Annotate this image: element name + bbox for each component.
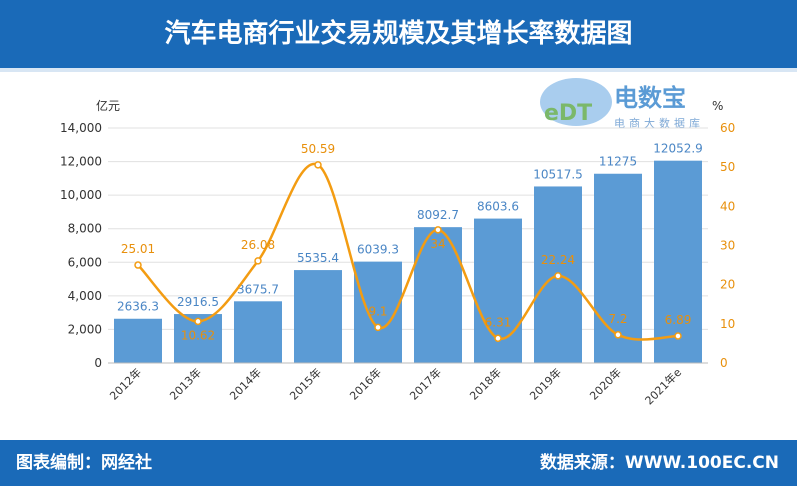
svg-text:电商大数据库: 电商大数据库	[614, 116, 704, 130]
y2-tick-label: 20	[720, 278, 735, 292]
bar-label: 3675.7	[237, 282, 279, 296]
line-label: 9.1	[368, 304, 387, 318]
y-tick-label: 6,000	[68, 255, 102, 269]
line-point	[254, 257, 262, 265]
x-tick-label: 2014年	[227, 365, 264, 402]
y-tick-label: 0	[94, 356, 102, 370]
x-tick-label: 2021年e	[642, 365, 684, 407]
x-tick-label: 2020年	[587, 365, 624, 402]
line-point	[434, 226, 442, 234]
y-tick-label: 8,000	[68, 222, 102, 236]
line-label: 34	[430, 237, 445, 251]
line-point	[314, 161, 322, 169]
footer-credit: 图表编制：网经社	[16, 453, 152, 473]
line-point	[554, 272, 562, 280]
x-tick-label: 2015年	[287, 365, 324, 402]
svg-text:eDT: eDT	[544, 101, 592, 126]
bar-label: 2916.5	[177, 295, 219, 309]
y-axis-label: 亿元	[96, 98, 120, 113]
line-point	[494, 334, 502, 343]
line-label: 6.31	[485, 315, 512, 329]
line-label: 22.24	[541, 253, 575, 267]
y-tick-label: 4,000	[68, 289, 102, 303]
x-tick-label: 2018年	[467, 365, 504, 402]
bar-label: 11275	[599, 155, 637, 169]
x-tick-label: 2012年	[107, 365, 144, 402]
y-tick-label: 2,000	[68, 322, 102, 336]
y-tick-label: 10,000	[60, 188, 102, 202]
y2-tick-label: 60	[720, 121, 735, 135]
y2-tick-label: 50	[720, 160, 735, 174]
line-label: 50.59	[301, 142, 335, 156]
growth-line	[137, 162, 679, 341]
chart: 0 2,000 4,000 6,000 8,000 10,000 12,000 14,000 0…	[60, 98, 735, 407]
line-label: 26.08	[241, 238, 275, 252]
footer: 图表编制：网经社 数据来源：WWW.100EC.CN	[0, 440, 797, 486]
line-label: 25.01	[121, 242, 155, 256]
x-tick-label: 2016年	[347, 365, 384, 402]
x-tick-label: 2017年	[407, 365, 444, 402]
svg-text:电数宝: 电数宝	[614, 84, 686, 112]
line-point	[134, 261, 142, 269]
line-point	[194, 317, 202, 326]
y-tick-label: 14,000	[60, 121, 102, 135]
line-point	[674, 332, 682, 340]
bar	[294, 270, 342, 363]
x-tick-label: 2013年	[167, 365, 204, 402]
bar-label: 2636.3	[117, 300, 159, 314]
y-tick-label: 12,000	[60, 155, 102, 169]
bar-label: 6039.3	[357, 243, 399, 257]
bar-label: 12052.9	[653, 142, 703, 156]
bar-label: 8603.6	[477, 200, 519, 214]
y2-tick-label: 10	[720, 317, 735, 331]
bar-label: 10517.5	[533, 167, 583, 181]
y2-tick-label: 0	[720, 356, 728, 370]
bar	[234, 301, 282, 363]
bar	[654, 160, 702, 363]
line-point	[614, 331, 622, 339]
line-label: 10.62	[181, 328, 215, 342]
logo: eDT 电数宝 电商大数据库	[536, 72, 706, 132]
footer-source: 数据来源：WWW.100EC.CN	[539, 453, 779, 473]
bar-label: 8092.7	[417, 208, 459, 222]
y2-tick-label: 30	[720, 239, 735, 253]
y2-tick-label: 40	[720, 199, 735, 213]
y2-axis-label: %	[712, 99, 723, 113]
x-tick-label: 2019年	[527, 365, 564, 402]
line-point	[374, 323, 382, 332]
bar	[114, 318, 162, 363]
page-title: 汽车电商行业交易规模及其增长率数据图	[0, 0, 797, 72]
line-label: 6.89	[665, 313, 692, 327]
bar-label: 5535.4	[297, 251, 339, 265]
line-label: 7.2	[608, 312, 627, 326]
